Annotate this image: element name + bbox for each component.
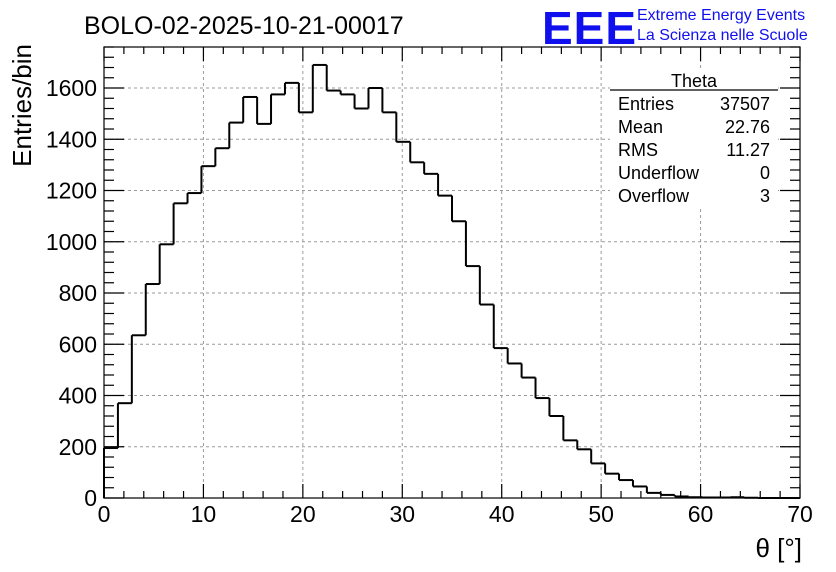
y-tick-label: 1600	[46, 75, 97, 101]
stats-value: 0	[760, 163, 770, 183]
eee-logo-line2: La Scienza nelle Scuole	[637, 27, 808, 44]
stats-value: 3	[760, 186, 770, 206]
y-tick-label: 1000	[46, 229, 97, 255]
eee-logo-mark: EEE	[542, 2, 637, 54]
x-tick-label: 70	[787, 501, 813, 527]
y-tick-label: 1400	[46, 126, 97, 152]
x-tick-labels: 0 10 20 30 40 50 60 70	[98, 501, 813, 527]
stats-label: Underflow	[618, 163, 700, 183]
stats-box: Theta Entries 37507 Mean 22.76 RMS 11.27 Under…	[610, 70, 778, 208]
y-tick-label: 400	[59, 383, 97, 409]
y-tick-label: 800	[59, 280, 97, 306]
x-tick-label: 60	[688, 501, 714, 527]
y-tick-label: 1200	[46, 178, 97, 204]
stats-label: Mean	[618, 117, 663, 137]
stats-value: 37507	[720, 94, 770, 114]
stats-value: 22.76	[725, 117, 770, 137]
x-axis-label: θ [°]	[755, 533, 802, 563]
stats-label: Overflow	[618, 186, 690, 206]
axis-ticks	[103, 46, 801, 499]
y-tick-label: 600	[59, 331, 97, 357]
stats-box-bg	[610, 70, 778, 208]
chart-title: BOLO-02-2025-10-21-00017	[84, 12, 404, 40]
y-tick-label: 0	[84, 485, 97, 511]
y-axis-label: Entries/bin	[7, 44, 37, 167]
x-tick-label: 40	[489, 501, 515, 527]
stats-title: Theta	[671, 71, 718, 91]
eee-logo-line1: Extreme Energy Events	[637, 7, 805, 24]
x-tick-label: 20	[290, 501, 316, 527]
eee-logo: EEE Extreme Energy Events La Scienza nel…	[542, 2, 808, 54]
grid-lines	[104, 47, 800, 498]
stats-value: 11.27	[726, 140, 770, 160]
y-tick-label: 200	[59, 434, 97, 460]
stats-label: Entries	[618, 94, 674, 114]
stats-label: RMS	[618, 140, 658, 160]
x-tick-label: 10	[191, 501, 217, 527]
y-tick-labels: 0 200 400 600 800 1000 1200 1400 1600	[46, 75, 97, 511]
x-tick-label: 0	[98, 501, 111, 527]
x-tick-label: 50	[588, 501, 614, 527]
x-tick-label: 30	[389, 501, 415, 527]
